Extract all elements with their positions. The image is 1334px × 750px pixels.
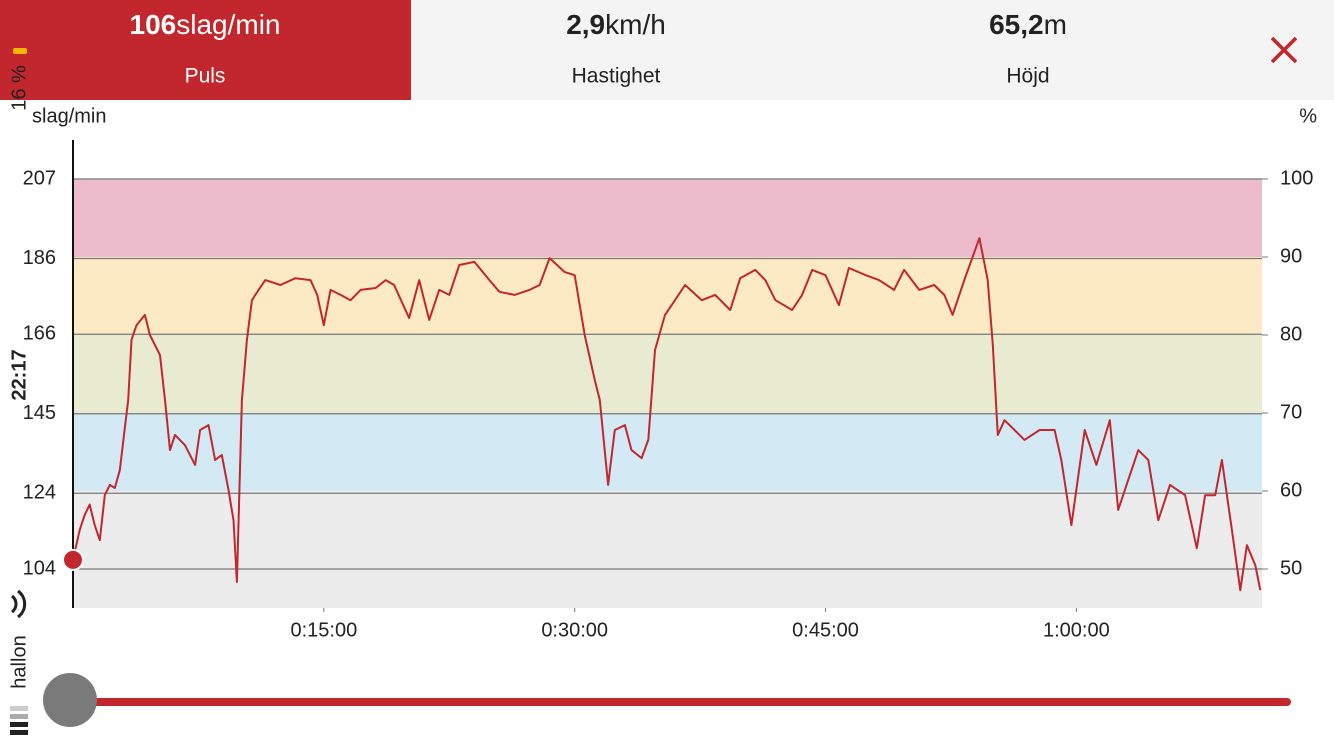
battery-icon [9, 11, 31, 59]
y-tick-label: 166 [23, 323, 56, 345]
stat-unit: slag/min [176, 9, 280, 40]
x-tick-label: 0:30:00 [541, 619, 608, 641]
stat-value: 2,9km/h [566, 9, 666, 40]
active-tab[interactable] [0, 0, 411, 100]
y-tick-label: 186 [23, 247, 56, 269]
wifi-icon [10, 589, 27, 619]
clock: 22:17 [8, 349, 30, 400]
chart: 104 124 145 166 186 207 50 60 70 80 90 100 0:15:00 0:… [23, 105, 1318, 641]
x-tick-label: 0:45:00 [792, 619, 859, 641]
y2-axis-label: % [1299, 105, 1317, 127]
y-tick-label: 145 [23, 402, 56, 424]
y-axis-label: slag/min [32, 105, 106, 127]
stat-label: Hastighet [572, 65, 661, 88]
y2-tick-label: 90 [1280, 245, 1302, 267]
stat-value: 106slag/min [130, 9, 281, 40]
carrier: hallon [8, 635, 30, 688]
x-tick-label: 1:00:00 [1043, 619, 1110, 641]
y-tick-label: 104 [23, 557, 56, 579]
y2-tick-label: 80 [1280, 323, 1302, 345]
stat-label: Höjd [1006, 65, 1049, 88]
stat-label: Puls [185, 65, 226, 88]
zone-band [73, 257, 1262, 335]
zone-band [73, 335, 1262, 413]
signal-icon [10, 706, 28, 735]
close-icon[interactable] [1270, 36, 1298, 64]
zone-band [73, 491, 1262, 608]
heart-rate-line [72, 237, 1262, 592]
y2-tick-label: 50 [1280, 557, 1302, 579]
y2-tick-label: 70 [1280, 401, 1302, 423]
cursor-dot [62, 548, 84, 571]
y-tick-label: 124 [23, 482, 56, 504]
stat-value: 65,2m [989, 9, 1067, 40]
y2-tick-label: 100 [1280, 167, 1313, 189]
stat-number: 2,9 [566, 9, 605, 40]
stat-unit: m [1044, 9, 1067, 40]
stat-number: 106 [130, 9, 177, 40]
stat-number: 65,2 [989, 9, 1044, 40]
x-tick-label: 0:15:00 [290, 619, 357, 641]
slider-thumb[interactable] [43, 673, 97, 727]
zone-band [73, 413, 1262, 491]
zone-band [73, 179, 1262, 257]
stat-unit: km/h [605, 9, 666, 40]
battery-text: 16 % [8, 65, 30, 111]
y-tick-label: 207 [23, 167, 56, 189]
y2-tick-label: 60 [1280, 479, 1302, 501]
